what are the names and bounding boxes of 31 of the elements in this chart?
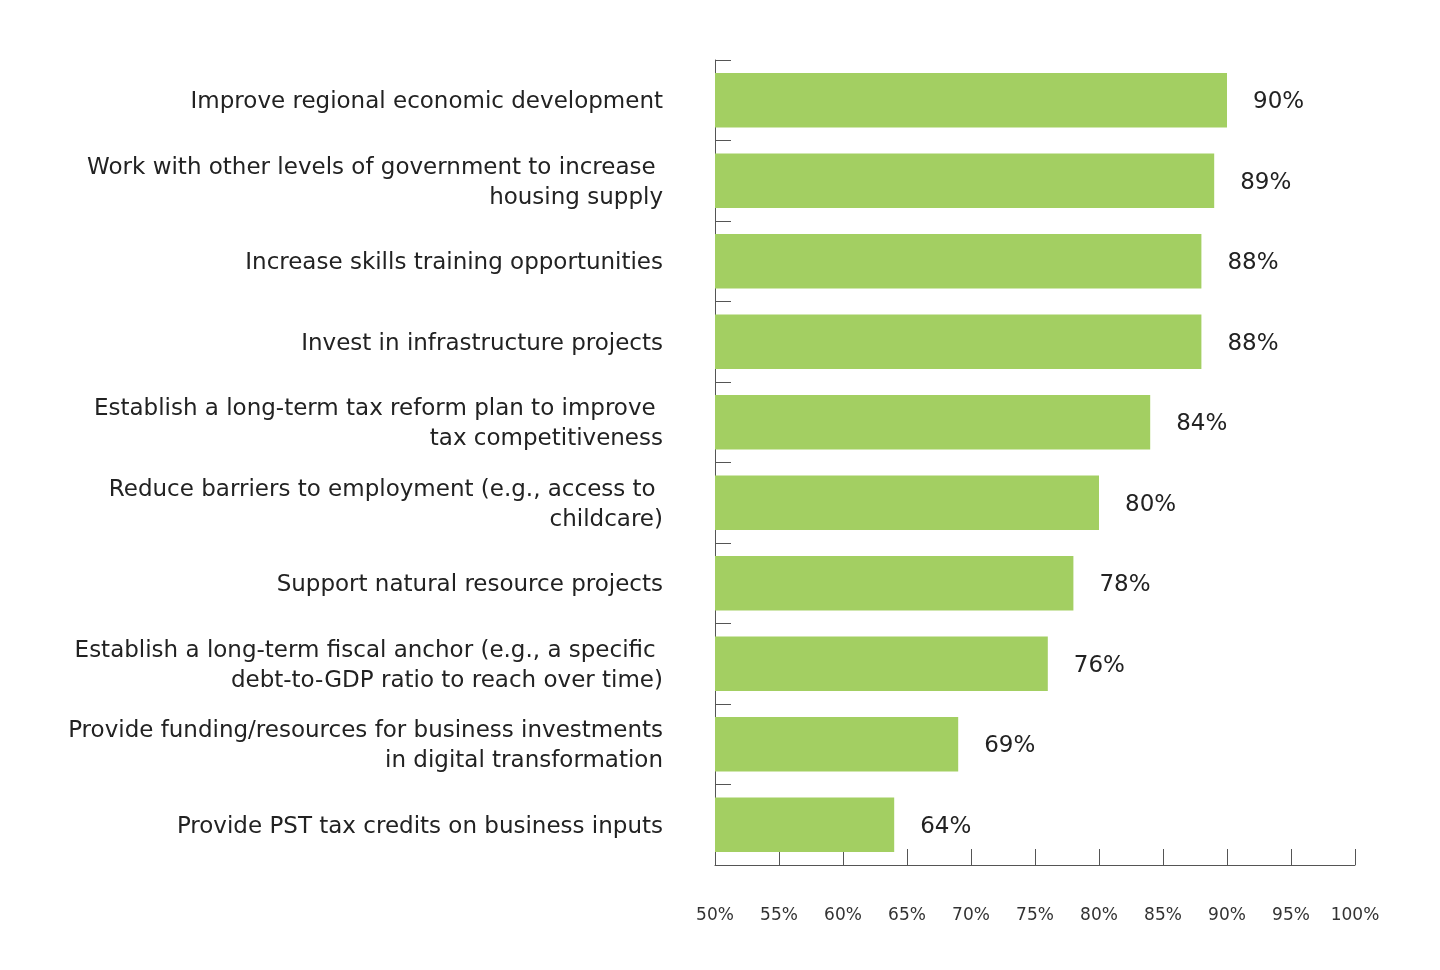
y-tick-label: Establish a long-term fiscal anchor (e.g., a specific debt-to-GDP ratio to reach over time) [74,635,663,692]
x-tick-label: 100% [1330,903,1380,924]
x-tick-label: 80% [1080,903,1118,924]
y-tick-label: Invest in infrastructure projects [301,328,663,355]
data-label: 90% [1253,87,1305,114]
y-tick-label: Provide PST tax credits on business inputs [176,811,663,838]
y-tick-label: Support natural resource projects [276,570,663,597]
data-label: 88% [1227,248,1279,275]
data-label: 88% [1227,328,1279,355]
data-label: 78% [1099,570,1151,597]
x-tick-label: 65% [888,903,926,924]
x-tick-label: 55% [760,903,798,924]
data-label: 64% [920,811,972,838]
y-tick-label: Provide funding/resources for business investments in digital transformation [68,716,663,773]
data-label: 89% [1240,167,1292,194]
x-tick-label: 95% [1272,903,1310,924]
data-label: 84% [1176,409,1228,436]
data-label: 76% [1073,650,1125,677]
data-label: 80% [1125,489,1177,516]
y-tick-label: Improve regional economic development [190,87,663,114]
x-tick-label: 85% [1144,903,1182,924]
y-tick-label: Establish a long-term tax reform plan to improve tax competitiveness [93,394,663,451]
y-tick-label: Work with other levels of government to increase housing supply [87,152,663,209]
x-tick-label: 50% [696,903,734,924]
y-tick-label: Reduce barriers to employment (e.g., access to childcare) [108,474,663,531]
x-tick-label: 70% [952,903,990,924]
x-tick-label: 75% [1016,903,1054,924]
y-tick-label: Increase skills training opportunities [245,248,663,275]
data-label: 69% [984,731,1036,758]
x-tick-label: 60% [824,903,862,924]
x-tick-label: 90% [1208,903,1246,924]
